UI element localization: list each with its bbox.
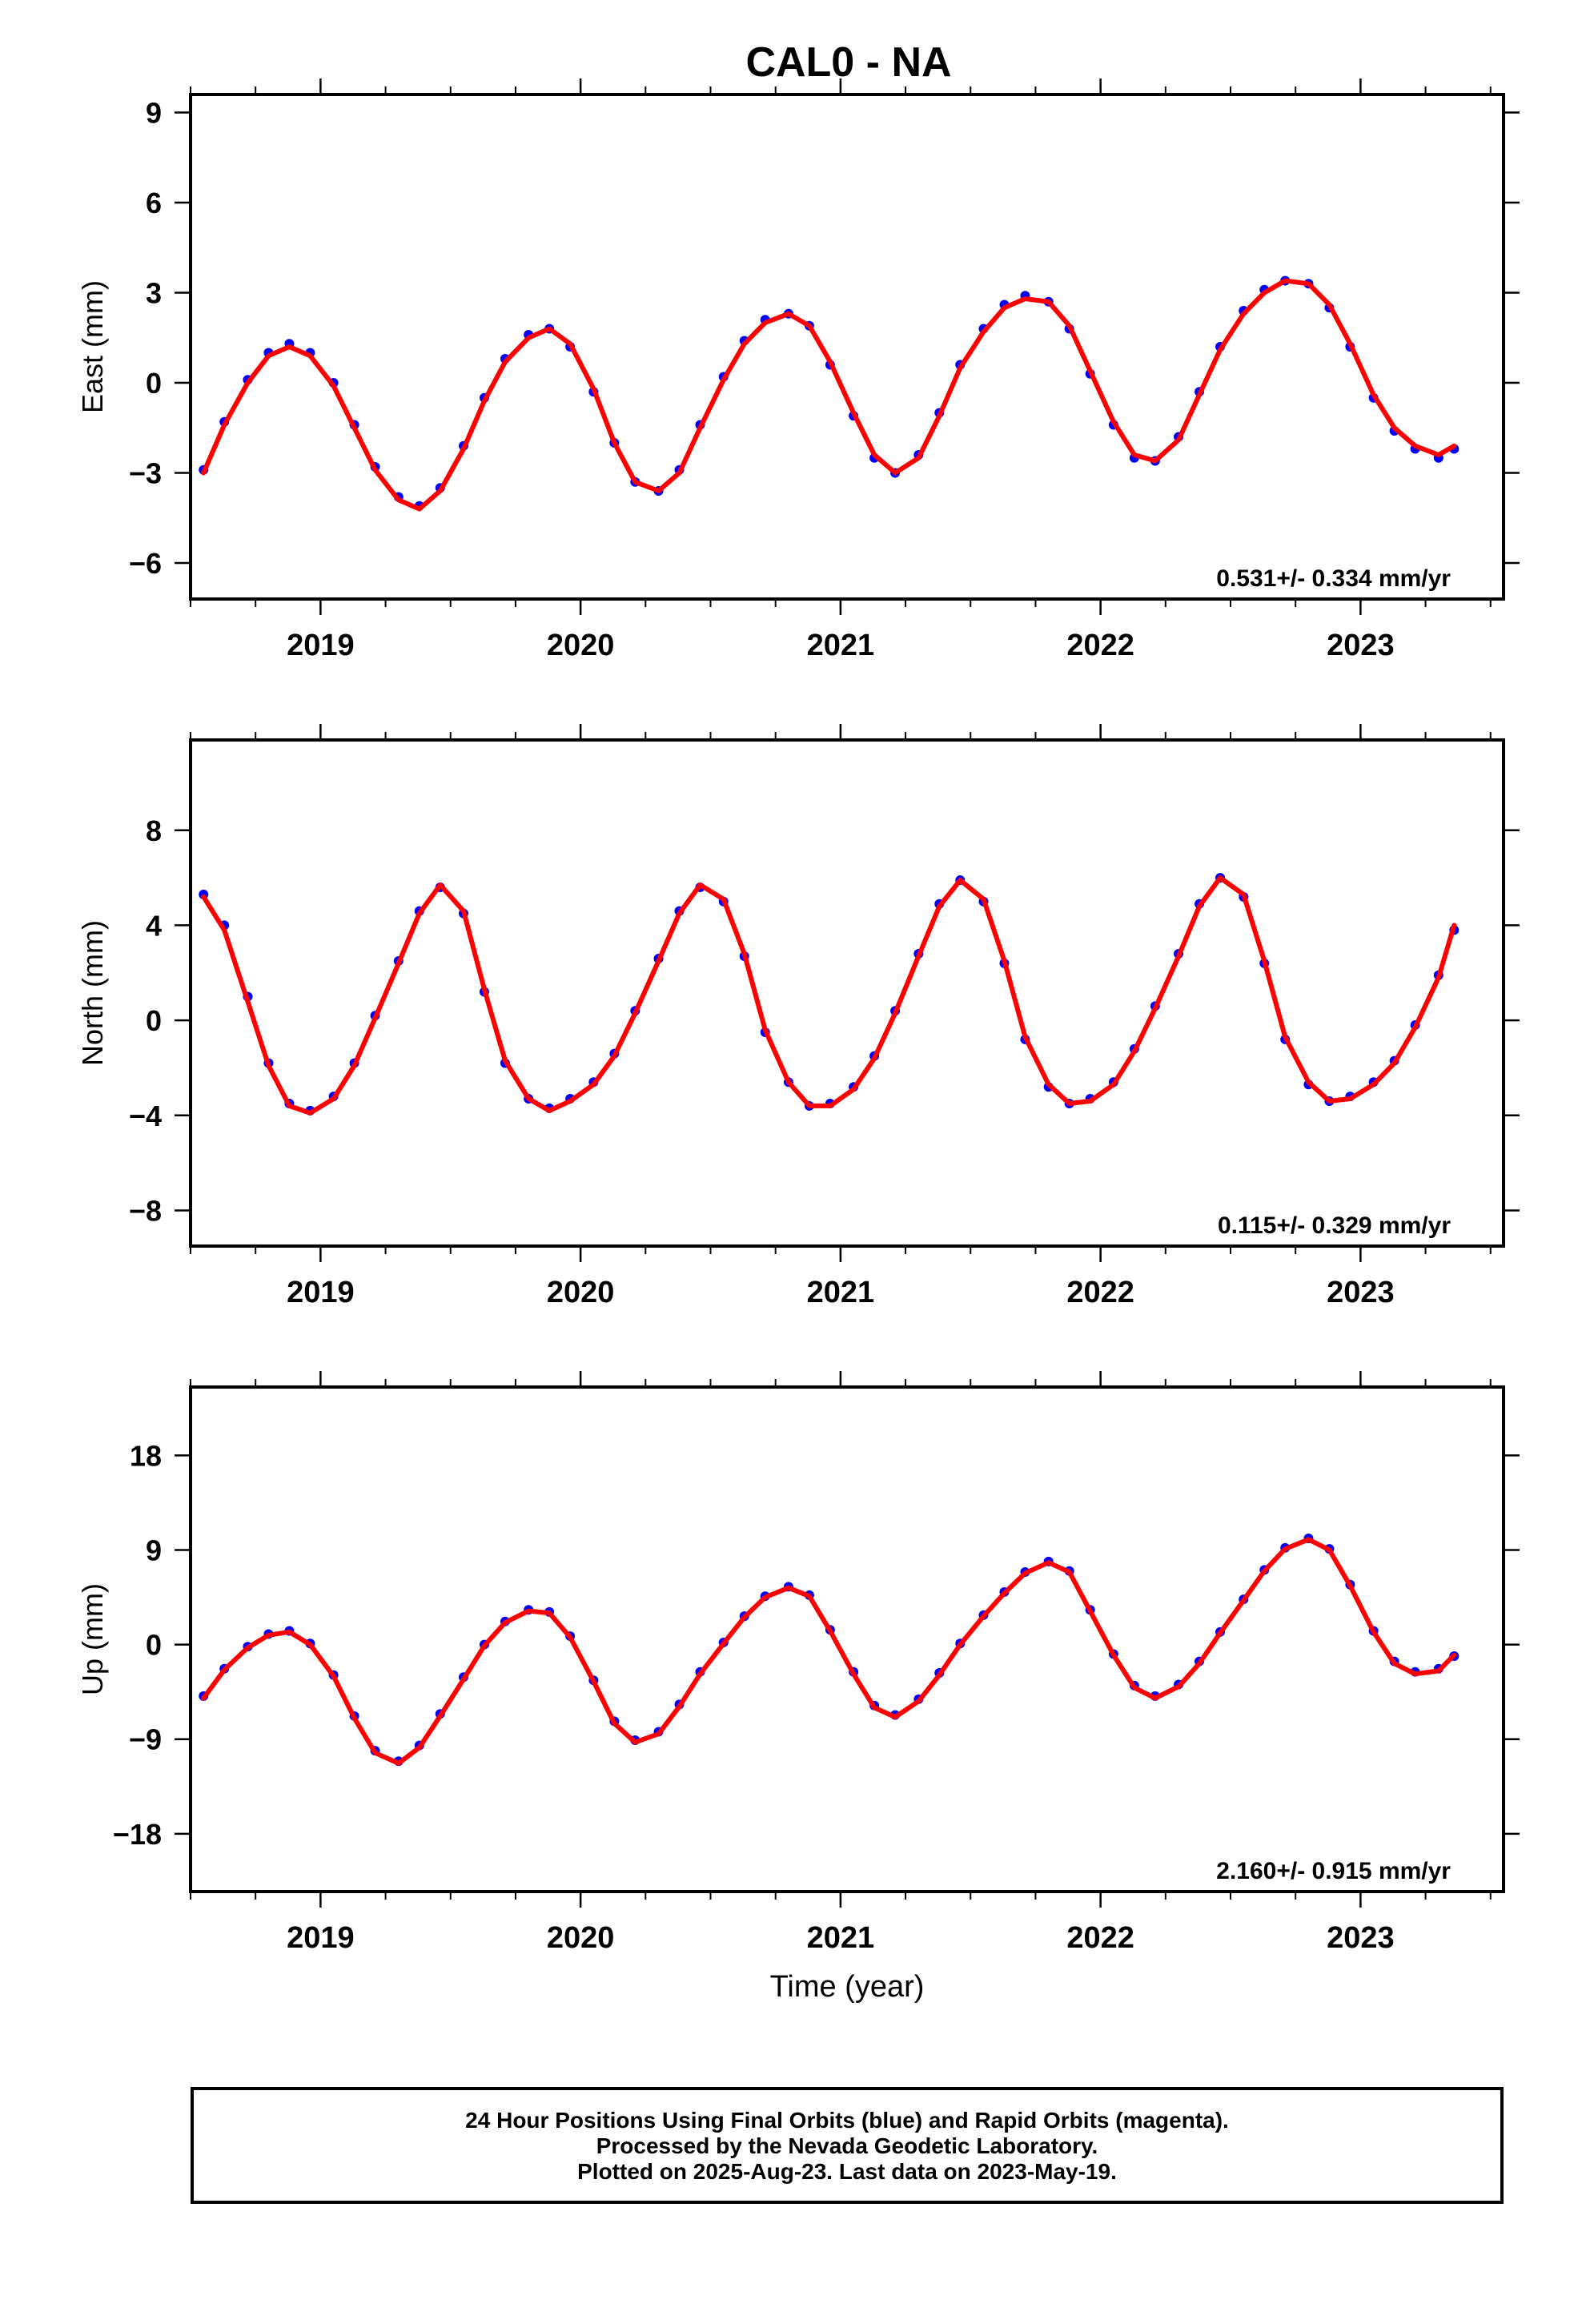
- north-y-tick-label: 4: [146, 909, 162, 942]
- footer-line-2: Processed by the Nevada Geodetic Laborat…: [596, 2133, 1098, 2158]
- east-x-tick-label: 2019: [287, 629, 355, 662]
- east-plot-frame: [189, 93, 1505, 601]
- north-y-tick-label: 0: [146, 1004, 162, 1037]
- east-y-tick-label: 9: [146, 97, 162, 130]
- north-fit-curve: [201, 875, 1457, 1116]
- up-y-tick-label: −9: [129, 1723, 162, 1756]
- east-panel: 2019 2020 2021 2022 2023 −6 −3 0 3 6 9 East (mm) 0.5…: [76, 78, 1520, 662]
- east-fit-curve: [201, 278, 1457, 512]
- east-y-tick-label: 6: [146, 187, 162, 219]
- east-y-tick-label: −6: [129, 547, 162, 580]
- north-panel: 2019 2020 2021 2022 2023 −8 −4 0 4 8 North (mm) 0.1…: [76, 724, 1520, 1309]
- up-x-tick-label: 2023: [1327, 1921, 1395, 1955]
- footer-line-1: 24 Hour Positions Using Final Orbits (bl…: [465, 2108, 1229, 2133]
- footer-line-3: Plotted on 2025-Aug-23. Last data on 202…: [577, 2159, 1117, 2184]
- north-y-tick-label: 8: [146, 814, 162, 847]
- up-y-tick-label: 0: [146, 1629, 162, 1662]
- up-x-tick-label: 2021: [807, 1921, 875, 1955]
- north-x-tick-label: 2023: [1327, 1276, 1395, 1309]
- north-x-tick-label: 2019: [287, 1276, 355, 1309]
- up-y-axis-label: Up (mm): [76, 1583, 109, 1695]
- up-panel: 2019 2020 2021 2022 2023 −18 −9 0 9 18 Up (mm) 2.16…: [76, 1371, 1520, 1955]
- east-x-tick-label: 2023: [1327, 629, 1395, 662]
- east-y-tick-label: −3: [129, 457, 162, 490]
- north-x-tick-label: 2020: [547, 1276, 615, 1309]
- up-x-tick-label: 2020: [547, 1921, 615, 1955]
- east-x-tick-label: 2022: [1066, 629, 1134, 662]
- x-axis-label: Time (year): [770, 1970, 925, 2004]
- up-fit-curve: [201, 1537, 1457, 1766]
- east-x-tick-label: 2021: [807, 629, 875, 662]
- up-x-tick-label: 2022: [1066, 1921, 1134, 1955]
- east-y-tick-label: 0: [146, 367, 162, 400]
- east-y-axis-label: East (mm): [76, 280, 109, 413]
- north-rate-annotation: 0.115+/- 0.329 mm/yr: [1218, 1212, 1451, 1239]
- up-y-tick-label: 18: [130, 1439, 162, 1472]
- north-x-tick-label: 2022: [1066, 1276, 1134, 1309]
- north-x-tick-label: 2021: [807, 1276, 875, 1309]
- up-y-tick-label: 9: [146, 1534, 162, 1566]
- east-y-tick-label: 3: [146, 277, 162, 310]
- north-y-tick-label: −4: [129, 1100, 162, 1132]
- east-rate-annotation: 0.531+/- 0.334 mm/yr: [1216, 565, 1451, 592]
- chart-title: CAL0 - NA: [745, 39, 951, 86]
- up-y-tick-label: −18: [113, 1818, 162, 1851]
- up-rate-annotation: 2.160+/- 0.915 mm/yr: [1216, 1858, 1451, 1884]
- north-plot-frame: [189, 738, 1505, 1248]
- footer-info-box: 24 Hour Positions Using Final Orbits (bl…: [191, 2087, 1504, 2204]
- east-x-tick-label: 2020: [547, 629, 615, 662]
- north-y-axis-label: North (mm): [76, 920, 109, 1066]
- north-y-tick-label: −8: [129, 1194, 162, 1227]
- up-plot-frame: [189, 1385, 1505, 1893]
- up-x-tick-label: 2019: [287, 1921, 355, 1955]
